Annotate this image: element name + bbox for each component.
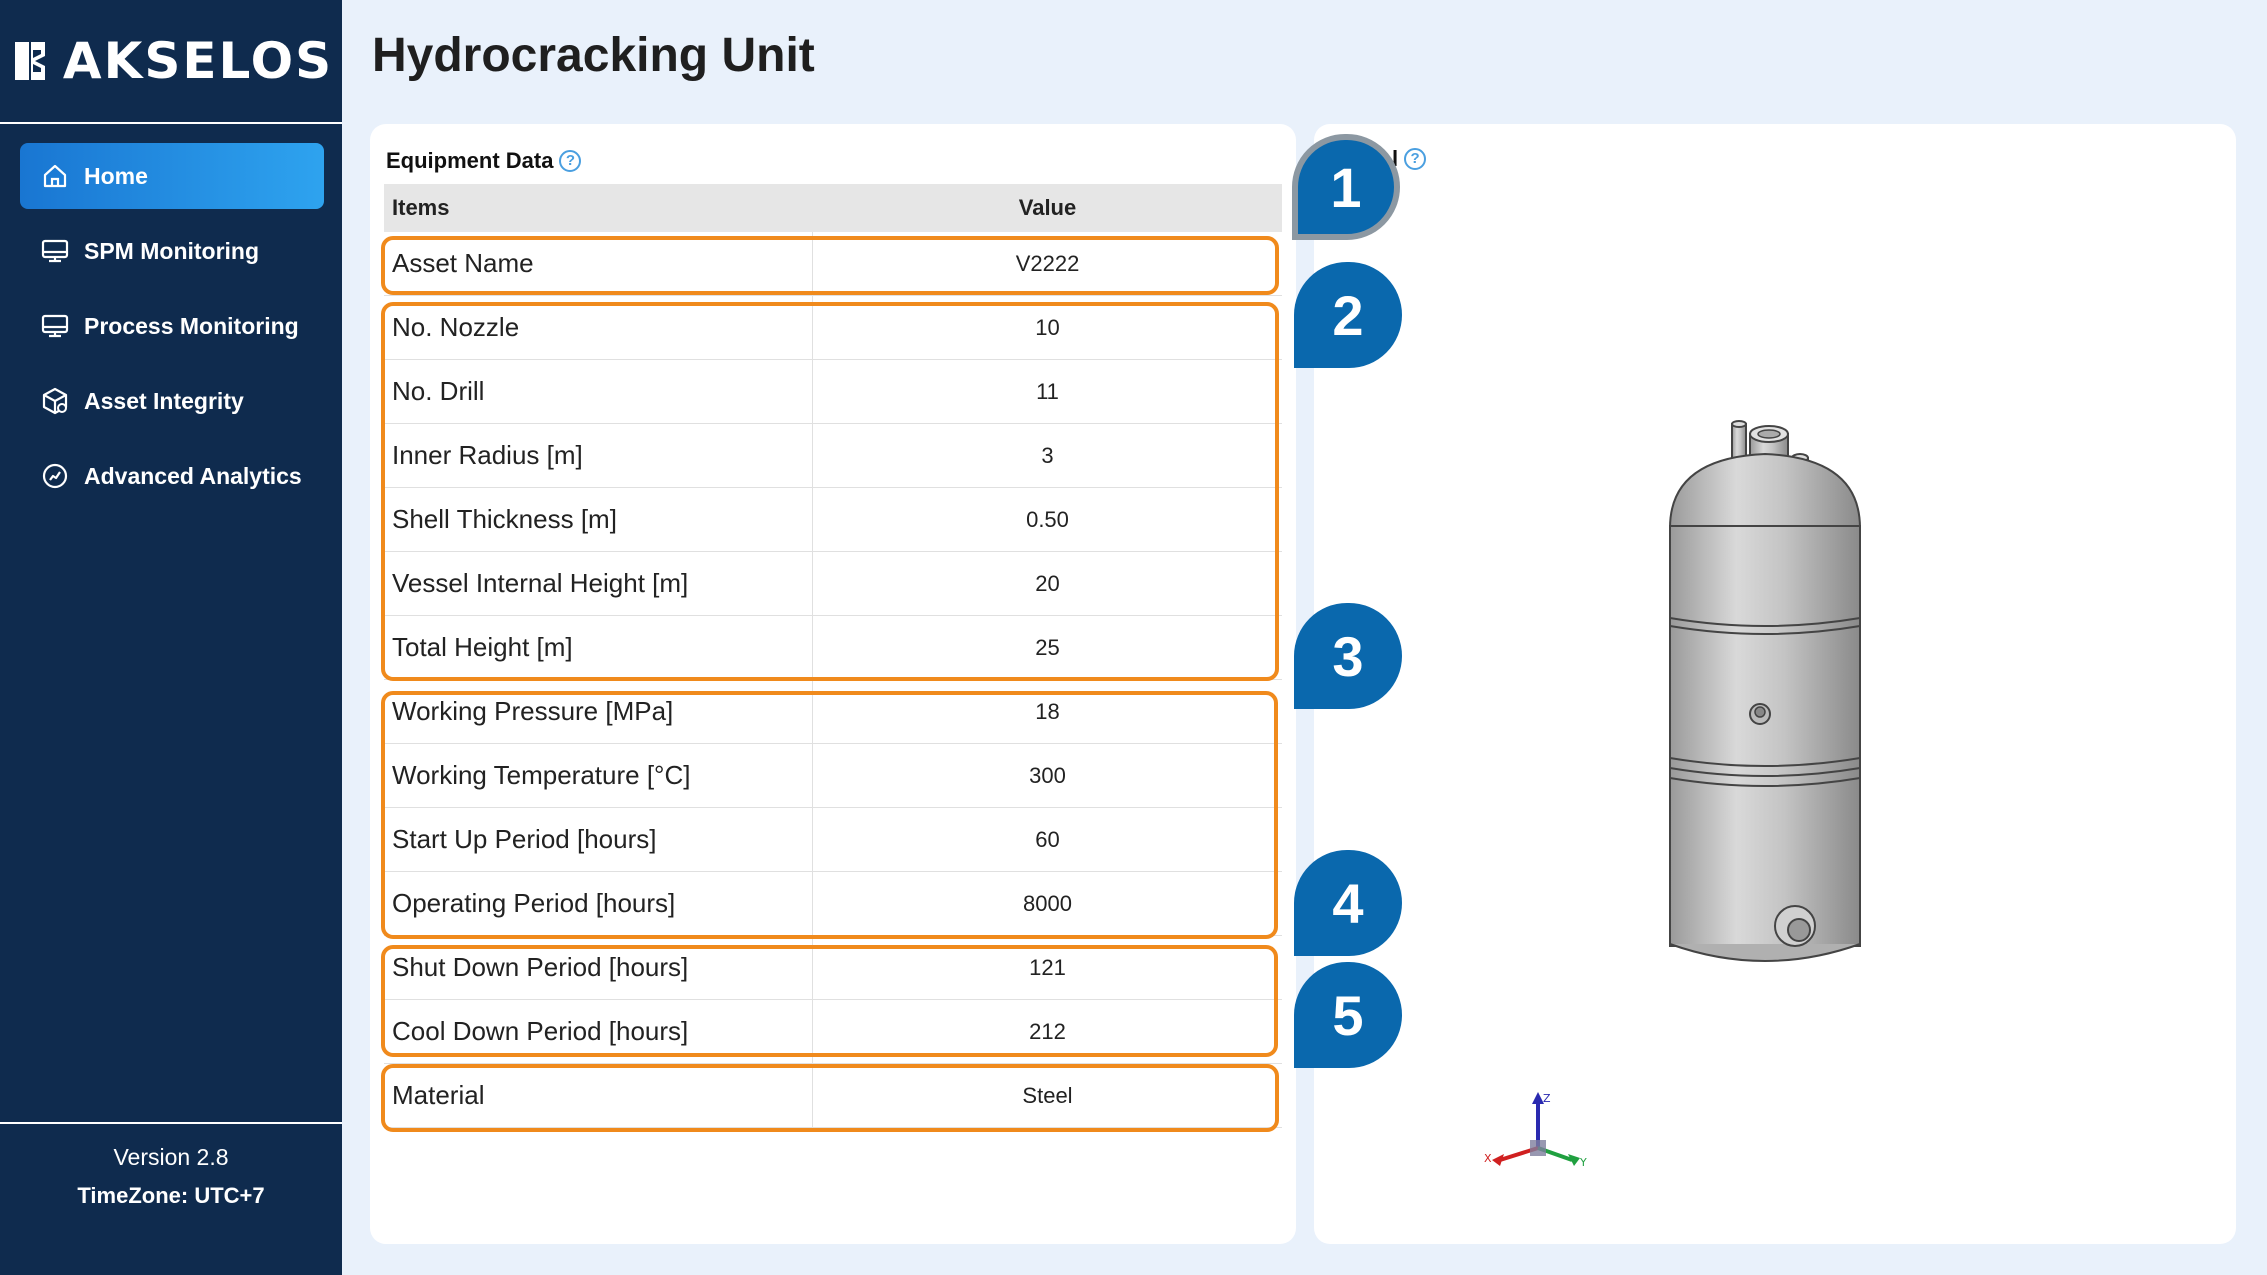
model-viewer-heading: l ? bbox=[1392, 146, 1427, 172]
sidebar-item-label: Home bbox=[84, 162, 148, 189]
callout-badge-3: 3 bbox=[1294, 603, 1402, 709]
value-cell: 18 bbox=[1035, 698, 1060, 724]
table-row: Total Height [m] 25 bbox=[384, 616, 1282, 680]
value-cell: 300 bbox=[1029, 762, 1066, 788]
monitor-icon bbox=[41, 314, 69, 338]
table-row: No. Nozzle 10 bbox=[384, 296, 1282, 360]
callout-badge-5: 5 bbox=[1294, 962, 1402, 1068]
callout-badge-2: 2 bbox=[1294, 262, 1402, 368]
akselos-logo-icon bbox=[14, 42, 45, 80]
sidebar-footer: Version 2.8 TimeZone: UTC+7 bbox=[0, 1122, 342, 1275]
sidebar-item-label: SPM Monitoring bbox=[84, 237, 260, 264]
model-viewer-title: l bbox=[1392, 146, 1399, 171]
sidebar-item-label: Process Monitoring bbox=[84, 312, 299, 339]
item-cell: Operating Period [hours] bbox=[384, 872, 813, 935]
table-row: Working Temperature [°C] 300 bbox=[384, 744, 1282, 808]
item-cell: Start Up Period [hours] bbox=[384, 808, 813, 871]
sidebar-item-asset-integrity[interactable]: Asset Integrity bbox=[20, 368, 324, 434]
item-cell: Shut Down Period [hours] bbox=[384, 936, 813, 999]
equipment-data-panel: Equipment Data ? Items Value Asset Name V… bbox=[370, 124, 1296, 1244]
monitor-icon bbox=[41, 239, 69, 263]
table-header: Items Value bbox=[384, 184, 1282, 232]
item-cell: Working Pressure [MPa] bbox=[384, 680, 813, 743]
sidebar: AKSELOS Home SPM Monitoring Process Moni… bbox=[0, 0, 342, 1275]
home-icon bbox=[43, 164, 67, 188]
value-cell: 212 bbox=[1029, 1018, 1066, 1044]
table-row: No. Drill 11 bbox=[384, 360, 1282, 424]
timezone-label: TimeZone: UTC+7 bbox=[77, 1183, 265, 1208]
value-cell: 11 bbox=[1036, 378, 1059, 404]
equipment-data-heading: Equipment Data ? bbox=[386, 148, 582, 174]
column-header-items: Items bbox=[392, 195, 450, 220]
item-cell: Inner Radius [m] bbox=[384, 424, 813, 487]
cube-icon bbox=[42, 387, 68, 415]
table-row: Material Steel bbox=[384, 1064, 1282, 1128]
axis-z-label: Z bbox=[1543, 1092, 1551, 1105]
item-cell: Total Height [m] bbox=[384, 616, 813, 679]
equipment-table: Items Value Asset Name V2222 No. Nozzle 10… bbox=[384, 184, 1282, 1128]
sidebar-item-home[interactable]: Home bbox=[20, 143, 324, 209]
item-cell: No. Drill bbox=[384, 360, 813, 423]
item-cell: Shell Thickness [m] bbox=[384, 488, 813, 551]
sidebar-item-process-monitoring[interactable]: Process Monitoring bbox=[20, 293, 324, 359]
sidebar-item-label: Asset Integrity bbox=[84, 387, 244, 414]
sidebar-item-label: Advanced Analytics bbox=[84, 462, 302, 489]
help-icon[interactable]: ? bbox=[559, 150, 582, 172]
item-cell: Working Temperature [°C] bbox=[384, 744, 813, 807]
sidebar-nav: Home SPM Monitoring Process Monitoring A… bbox=[20, 143, 324, 518]
value-cell: 8000 bbox=[1023, 890, 1072, 916]
analytics-icon bbox=[42, 463, 68, 489]
value-cell: 10 bbox=[1035, 314, 1060, 340]
axis-y-label: Y bbox=[1579, 1156, 1587, 1169]
callout-badge-4: 4 bbox=[1294, 850, 1402, 956]
axis-x-label: X bbox=[1484, 1152, 1492, 1165]
brand-name: AKSELOS bbox=[62, 32, 334, 90]
table-row: Operating Period [hours] 8000 bbox=[384, 872, 1282, 936]
callout-badge-1: 1 bbox=[1292, 134, 1400, 240]
table-row: Start Up Period [hours] 60 bbox=[384, 808, 1282, 872]
item-cell: Material bbox=[384, 1064, 813, 1127]
table-row: Vessel Internal Height [m] 20 bbox=[384, 552, 1282, 616]
item-cell: No. Nozzle bbox=[384, 296, 813, 359]
value-cell: V2222 bbox=[1015, 250, 1080, 276]
logo: AKSELOS bbox=[0, 0, 342, 124]
version-label: Version 2.8 bbox=[113, 1144, 229, 1170]
item-cell: Asset Name bbox=[384, 232, 813, 295]
item-cell: Vessel Internal Height [m] bbox=[384, 552, 813, 615]
help-icon[interactable]: ? bbox=[1404, 148, 1427, 170]
table-row: Asset Name V2222 bbox=[384, 232, 1282, 296]
value-cell: 20 bbox=[1035, 570, 1060, 596]
value-cell: 60 bbox=[1035, 826, 1060, 852]
value-cell: 0.50 bbox=[1026, 506, 1069, 532]
page-title: Hydrocracking Unit bbox=[372, 29, 815, 82]
table-row: Shell Thickness [m] 0.50 bbox=[384, 488, 1282, 552]
equipment-data-title: Equipment Data bbox=[386, 148, 554, 173]
table-row: Working Pressure [MPa] 18 bbox=[384, 680, 1282, 744]
column-header-value: Value bbox=[1018, 195, 1077, 220]
sidebar-item-spm-monitoring[interactable]: SPM Monitoring bbox=[20, 218, 324, 284]
table-row: Cool Down Period [hours] 212 bbox=[384, 1000, 1282, 1064]
sidebar-item-advanced-analytics[interactable]: Advanced Analytics bbox=[20, 443, 324, 509]
value-cell: 121 bbox=[1029, 954, 1066, 980]
table-row: Shut Down Period [hours] 121 bbox=[384, 936, 1282, 1000]
value-cell: 25 bbox=[1035, 634, 1060, 660]
item-cell: Cool Down Period [hours] bbox=[384, 1000, 813, 1063]
value-cell: 3 bbox=[1041, 442, 1054, 468]
axis-triad-icon: Z X Y bbox=[1484, 1092, 1587, 1169]
pressure-vessel-model[interactable] bbox=[1660, 418, 1870, 988]
table-row: Inner Radius [m] 3 bbox=[384, 424, 1282, 488]
value-cell: Steel bbox=[1022, 1082, 1073, 1108]
